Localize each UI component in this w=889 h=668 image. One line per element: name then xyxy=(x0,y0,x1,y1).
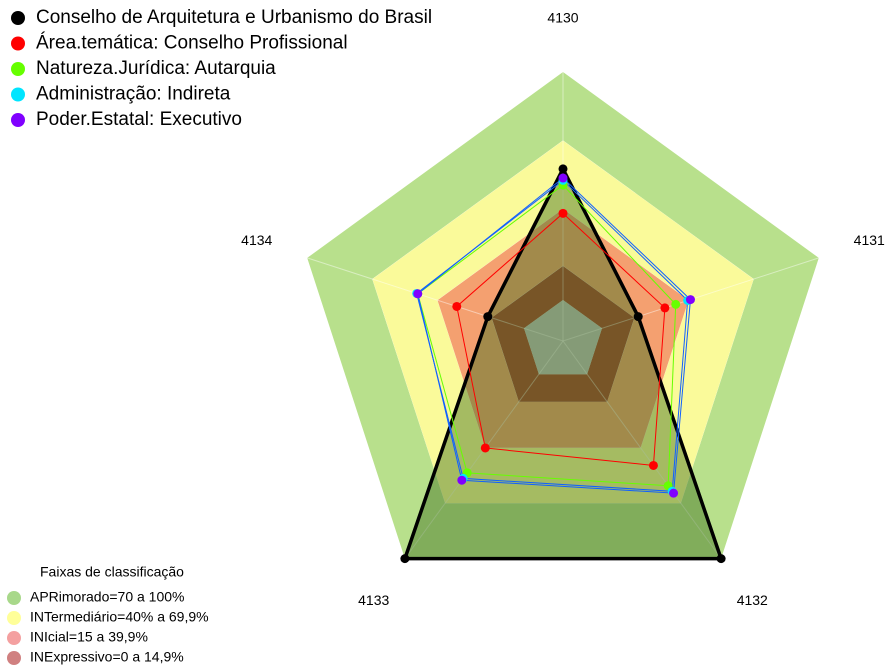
data-point xyxy=(633,312,643,322)
band-legend-marker xyxy=(7,611,21,625)
data-point xyxy=(452,301,462,311)
band-legend-marker xyxy=(7,651,21,665)
data-point xyxy=(413,289,423,299)
data-point xyxy=(457,475,467,485)
data-point xyxy=(483,312,493,322)
legend-marker xyxy=(11,62,25,76)
data-point xyxy=(558,173,568,183)
legend-label: Conselho de Arquitetura e Urbanismo do B… xyxy=(36,7,432,28)
spoke xyxy=(307,257,564,342)
series-area xyxy=(456,212,666,467)
series-area xyxy=(402,165,724,561)
legend-label: Área.temática: Conselho Profissional xyxy=(36,33,348,54)
category-label: 4130 xyxy=(547,10,578,26)
data-point xyxy=(669,488,679,498)
category-label: 4134 xyxy=(241,232,272,248)
data-point xyxy=(716,554,726,564)
data-point xyxy=(558,164,568,174)
band-legend-label: INExpressivo=0 a 14,9% xyxy=(30,649,184,665)
band xyxy=(491,266,635,402)
band-legend-marker xyxy=(7,591,21,605)
band xyxy=(372,140,754,504)
legend-label: Natureza.Jurídica: Autarquia xyxy=(36,58,276,79)
band xyxy=(307,72,819,559)
data-point xyxy=(648,460,658,470)
data-point xyxy=(480,443,490,453)
legend-label: Poder.Estatal: Executivo xyxy=(36,109,242,130)
category-label: 4132 xyxy=(737,592,768,608)
band-legend-title: Faixas de classificação xyxy=(40,564,184,580)
legend-marker xyxy=(11,87,25,102)
legend-marker xyxy=(11,113,25,127)
legend-marker xyxy=(11,36,25,51)
band-legend-marker xyxy=(7,631,21,645)
legend-marker xyxy=(11,11,25,25)
spoke xyxy=(562,340,722,559)
data-point xyxy=(671,299,681,309)
data-point xyxy=(558,208,568,218)
band-legend-label: INIcial=15 a 39,9% xyxy=(30,629,148,645)
center-area xyxy=(524,300,602,375)
series-area xyxy=(417,177,691,494)
data-point xyxy=(400,554,410,564)
band-legend-label: INTermediário=40% a 69,9% xyxy=(30,609,209,625)
legend-label: Administração: Indireta xyxy=(36,84,231,105)
series-area xyxy=(417,184,677,487)
category-label: 4133 xyxy=(358,592,389,608)
data-point xyxy=(660,303,670,313)
data-point xyxy=(685,295,695,305)
band-legend-label: APRimorado=70 a 100% xyxy=(30,589,185,605)
category-label: 4131 xyxy=(854,232,885,248)
